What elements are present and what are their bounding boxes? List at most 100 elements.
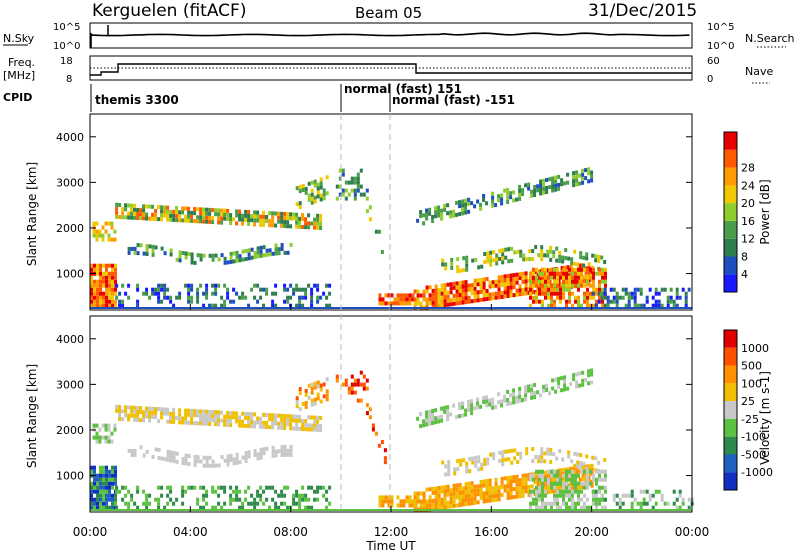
- range-time-cell: [473, 286, 477, 291]
- range-time-cell: [578, 181, 582, 186]
- range-time-cell: [416, 301, 420, 306]
- range-time-cell: [310, 386, 314, 391]
- range-time-cell: [447, 472, 451, 477]
- range-time-cell: [604, 485, 607, 490]
- range-time-cell: [675, 287, 679, 292]
- range-time-cell: [99, 469, 102, 474]
- range-time-cell: [550, 505, 553, 510]
- range-time-cell: [434, 494, 438, 499]
- range-time-cell: [301, 493, 305, 498]
- range-time-cell: [169, 419, 173, 424]
- range-time-cell: [160, 217, 164, 222]
- range-time-cell: [244, 459, 248, 463]
- range-time-cell: [562, 287, 565, 292]
- range-time-cell: [90, 279, 93, 284]
- range-time-cell: [157, 287, 161, 292]
- range-time-cell: [316, 186, 320, 191]
- range-time-cell: [190, 283, 194, 288]
- range-time-cell: [440, 212, 444, 217]
- range-time-cell: [595, 299, 598, 304]
- range-time-cell: [184, 218, 188, 223]
- range-time-cell: [568, 299, 571, 304]
- range-time-cell: [452, 495, 456, 500]
- range-time-cell: [473, 484, 477, 489]
- range-time-cell: [101, 435, 105, 440]
- range-time-cell: [500, 278, 504, 283]
- range-time-cell: [603, 497, 607, 502]
- range-time-cell: [265, 485, 269, 490]
- range-time-cell: [274, 453, 278, 458]
- range-time-cell: [571, 291, 574, 296]
- range-time-cell: [594, 258, 598, 263]
- range-time-cell: [507, 457, 511, 462]
- range-time-cell: [577, 493, 580, 498]
- range-time-cell: [277, 247, 281, 252]
- range-time-cell: [510, 448, 514, 453]
- range-time-cell: [196, 299, 200, 304]
- range-time-cell: [259, 249, 263, 254]
- range-time-cell: [217, 257, 221, 262]
- range-time-cell: [307, 225, 311, 230]
- range-time-cell: [105, 271, 108, 276]
- range-time-cell: [93, 465, 96, 470]
- range-time-cell: [559, 275, 562, 280]
- range-time-cell: [548, 391, 552, 396]
- range-time-cell: [470, 481, 474, 486]
- range-time-cell: [581, 279, 585, 284]
- range-time-cell: [325, 191, 329, 196]
- range-time-cell: [111, 477, 114, 482]
- range-time-cell: [250, 416, 254, 421]
- range-time-cell: [304, 217, 308, 222]
- range-time-cell: [562, 271, 565, 276]
- range-time-cell: [292, 287, 296, 292]
- range-time-cell: [113, 237, 117, 242]
- range-time-cell: [530, 391, 534, 396]
- range-time-cell: [232, 461, 236, 466]
- range-time-cell: [214, 422, 218, 427]
- range-tick-label: 4000: [56, 333, 84, 346]
- range-time-cell: [461, 498, 465, 503]
- range-time-cell: [110, 221, 114, 226]
- range-time-cell: [455, 414, 459, 419]
- range-time-cell: [105, 283, 108, 288]
- range-time-cell: [491, 191, 495, 196]
- range-time-cell: [295, 283, 299, 288]
- range-time-cell: [184, 416, 188, 421]
- range-time-cell: [584, 176, 588, 181]
- range-time-cell: [583, 493, 586, 498]
- range-time-cell: [553, 279, 556, 284]
- range-time-cell: [289, 448, 293, 453]
- range-time-cell: [196, 421, 200, 426]
- range-time-cell: [498, 256, 502, 261]
- range-time-cell: [675, 295, 679, 300]
- range-time-cell: [491, 401, 495, 406]
- range-time-cell: [455, 212, 459, 217]
- range-time-cell: [184, 489, 188, 494]
- range-time-cell: [238, 217, 242, 222]
- velocity-colorbar-swatch: [724, 330, 737, 348]
- range-time-cell: [202, 253, 206, 258]
- range-time-cell: [166, 217, 170, 222]
- range-time-cell: [553, 299, 556, 304]
- range-time-cell: [503, 278, 507, 283]
- range-time-cell: [455, 503, 459, 508]
- range-time-cell: [115, 214, 119, 219]
- range-time-cell: [238, 419, 242, 424]
- range-time-cell: [587, 381, 591, 386]
- range-time-cell: [136, 485, 140, 490]
- range-time-cell: [464, 300, 468, 305]
- range-time-cell: [298, 407, 302, 412]
- range-time-cell: [459, 462, 463, 467]
- range-time-cell: [558, 259, 562, 263]
- range-time-cell: [542, 486, 546, 491]
- range-time-cell: [319, 197, 323, 202]
- range-time-cell: [555, 456, 559, 461]
- time-tick-label: 04:00: [173, 525, 208, 539]
- range-time-cell: [486, 255, 490, 260]
- range-time-cell: [289, 444, 293, 449]
- range-time-cell: [247, 485, 251, 490]
- range-time-cell: [506, 488, 510, 492]
- range-time-cell: [586, 275, 589, 280]
- range-time-cell: [307, 181, 311, 186]
- range-time-cell: [362, 374, 366, 379]
